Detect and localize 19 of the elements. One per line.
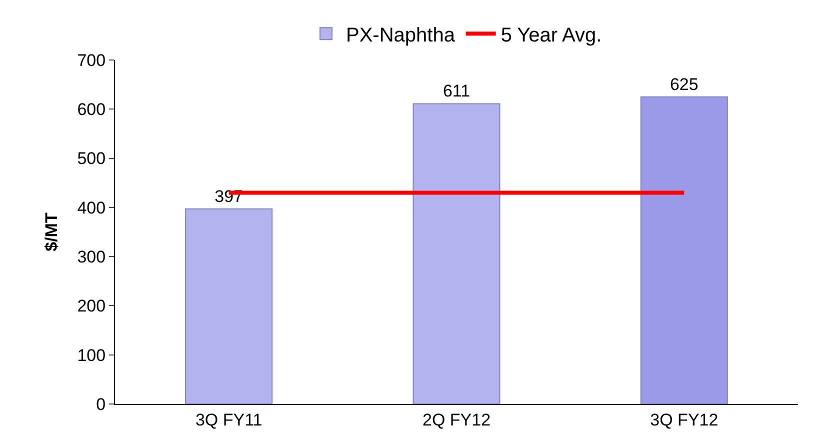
x-tick-label: 3Q FY11 bbox=[195, 410, 262, 430]
y-axis-title: $/MT bbox=[42, 212, 61, 252]
y-tick-label: 200 bbox=[77, 296, 106, 316]
legend-label: 5 Year Avg. bbox=[500, 24, 602, 46]
x-tick-label: 3Q FY12 bbox=[650, 410, 718, 430]
y-tick-label: 600 bbox=[77, 100, 106, 120]
data-label: 625 bbox=[670, 74, 698, 94]
y-tick-label: 100 bbox=[77, 346, 106, 365]
bar bbox=[640, 96, 728, 404]
y-tick-label: 400 bbox=[77, 198, 106, 218]
bar bbox=[185, 208, 273, 404]
y-tick-label: 300 bbox=[77, 248, 106, 267]
bar bbox=[412, 103, 500, 404]
x-tick-label: 2Q FY12 bbox=[422, 410, 491, 430]
y-tick-label: 700 bbox=[77, 50, 106, 70]
legend-label: PX-Naphtha bbox=[346, 24, 456, 46]
y-tick-label: 0 bbox=[96, 394, 106, 414]
data-label: 611 bbox=[442, 82, 470, 101]
y-tick-label: 500 bbox=[77, 149, 106, 168]
